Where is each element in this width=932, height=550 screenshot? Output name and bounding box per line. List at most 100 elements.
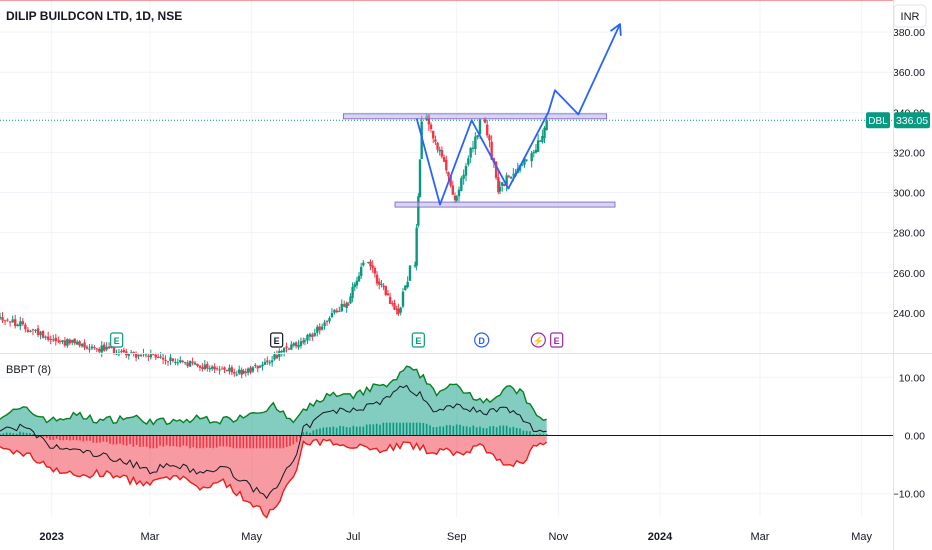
candle[interactable] [176, 358, 180, 366]
candle[interactable] [432, 130, 435, 144]
candle[interactable] [149, 349, 153, 360]
candle[interactable] [263, 358, 267, 366]
candle[interactable] [24, 322, 27, 333]
candle[interactable] [220, 366, 224, 370]
candle[interactable] [285, 342, 288, 353]
candle[interactable] [235, 370, 238, 377]
candle[interactable] [386, 289, 390, 296]
candle[interactable] [507, 174, 511, 179]
candle[interactable] [201, 363, 204, 372]
candle[interactable] [415, 223, 418, 271]
candle[interactable] [501, 181, 504, 192]
candle[interactable] [181, 359, 184, 364]
candle[interactable] [246, 367, 250, 376]
candle[interactable] [373, 266, 377, 278]
candle[interactable] [228, 364, 231, 375]
candle[interactable] [0, 312, 2, 320]
candle[interactable] [320, 323, 324, 331]
candle[interactable] [395, 305, 398, 315]
candle[interactable] [256, 365, 259, 373]
candle[interactable] [306, 333, 309, 344]
candle[interactable] [436, 141, 439, 153]
candle[interactable] [58, 339, 62, 345]
candle[interactable] [188, 360, 192, 368]
candle[interactable] [404, 285, 407, 291]
candle[interactable] [509, 176, 513, 180]
candle[interactable] [3, 319, 7, 326]
candle[interactable] [171, 358, 175, 363]
candle[interactable] [270, 356, 274, 367]
candle[interactable] [258, 365, 262, 368]
candle[interactable] [328, 316, 331, 324]
candle[interactable] [316, 324, 319, 337]
candle[interactable] [464, 163, 468, 182]
candle[interactable] [323, 319, 326, 330]
event-marker[interactable]: E [110, 332, 124, 348]
candle[interactable] [333, 309, 336, 315]
event-marker[interactable]: E [270, 332, 284, 348]
candle[interactable] [503, 183, 506, 187]
candle[interactable] [19, 316, 22, 331]
candle[interactable] [457, 186, 461, 202]
candle[interactable] [254, 363, 257, 369]
candle[interactable] [268, 359, 271, 366]
candle[interactable] [525, 159, 528, 162]
candle[interactable] [362, 260, 365, 267]
candle[interactable] [249, 365, 252, 375]
candle[interactable] [303, 338, 307, 346]
candle[interactable] [230, 365, 234, 376]
candle[interactable] [413, 261, 417, 268]
event-marker[interactable]: E [550, 332, 564, 348]
candle[interactable] [203, 360, 207, 371]
candle[interactable] [318, 323, 321, 335]
candle[interactable] [292, 342, 295, 348]
event-marker[interactable]: D [474, 332, 490, 348]
candle[interactable] [57, 336, 60, 344]
candle[interactable] [261, 361, 264, 371]
candle[interactable] [498, 181, 502, 195]
candle[interactable] [100, 341, 103, 358]
candle[interactable] [401, 288, 405, 309]
candle[interactable] [244, 368, 247, 377]
candle[interactable] [308, 332, 312, 341]
candle[interactable] [213, 363, 216, 374]
candle[interactable] [63, 336, 67, 348]
candle[interactable] [193, 360, 197, 366]
candle[interactable] [282, 347, 286, 357]
candle[interactable] [75, 339, 79, 345]
candle[interactable] [198, 365, 202, 372]
candle[interactable] [242, 368, 245, 375]
candle[interactable] [311, 332, 314, 341]
candle[interactable] [294, 341, 298, 349]
candle[interactable] [1, 312, 4, 324]
candle[interactable] [233, 368, 236, 377]
candle[interactable] [73, 338, 76, 346]
candle[interactable] [156, 354, 160, 359]
candle[interactable] [44, 335, 47, 340]
candle[interactable] [251, 366, 255, 373]
candle[interactable] [137, 354, 140, 360]
candle[interactable] [71, 339, 74, 346]
candle[interactable] [330, 308, 334, 319]
candle[interactable] [52, 334, 55, 343]
candle[interactable] [486, 120, 489, 138]
price-pane[interactable] [0, 113, 548, 379]
candle[interactable] [238, 365, 241, 376]
candle[interactable] [505, 172, 508, 192]
candle[interactable] [225, 369, 229, 372]
candle[interactable] [147, 352, 150, 361]
candle[interactable] [488, 134, 491, 148]
candle[interactable] [90, 344, 94, 351]
candle[interactable] [299, 337, 303, 349]
candle[interactable] [539, 139, 542, 142]
candle[interactable] [367, 261, 370, 264]
candle[interactable] [534, 144, 538, 154]
candle[interactable] [39, 330, 42, 340]
candle[interactable] [34, 329, 37, 334]
candle[interactable] [208, 365, 211, 373]
candle[interactable] [29, 329, 32, 333]
candle[interactable] [196, 363, 199, 368]
candle[interactable] [93, 345, 96, 350]
candle[interactable] [80, 342, 84, 348]
